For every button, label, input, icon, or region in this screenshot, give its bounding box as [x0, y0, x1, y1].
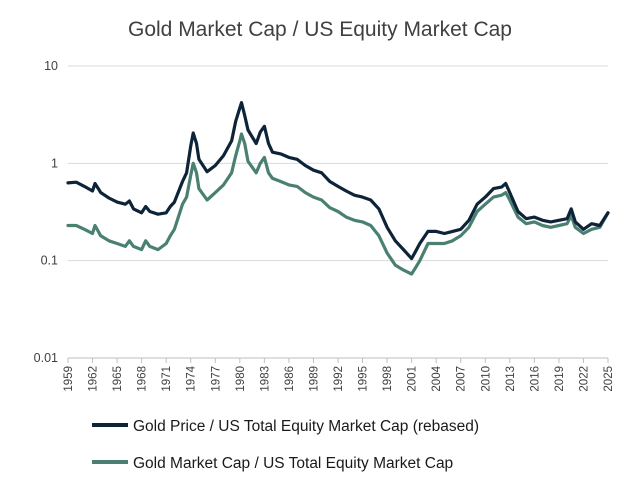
y-axis-tick-labels: 0.01 0.1 1 10	[34, 59, 58, 365]
x-tick-label-1962: 1962	[88, 366, 100, 392]
legend-label-gold-price-ratio: Gold Price / US Total Equity Market Cap …	[133, 418, 479, 435]
x-tick-label-2004: 2004	[431, 365, 443, 391]
x-tick-label-2016: 2016	[529, 366, 541, 392]
x-tick-label-2001: 2001	[407, 366, 419, 392]
x-tick-label-2025: 2025	[603, 366, 615, 392]
y-tick-label-0.1: 0.1	[41, 254, 58, 268]
x-tick-label-2010: 2010	[480, 366, 492, 392]
x-tick-label-1959: 1959	[63, 366, 75, 392]
series-line-gold-market-cap-ratio	[66, 132, 610, 276]
x-tick-label-1998: 1998	[382, 366, 394, 392]
x-tick-label-1974: 1974	[186, 365, 198, 391]
x-tick-label-1986: 1986	[284, 366, 296, 392]
x-tick-label-1989: 1989	[308, 366, 320, 392]
x-tick-label-1980: 1980	[235, 366, 247, 392]
series-line-gold-price-ratio	[66, 101, 610, 261]
x-tick-label-1971: 1971	[161, 366, 173, 392]
y-tick-label-0.01: 0.01	[34, 351, 58, 365]
y-tick-label-10: 10	[44, 59, 58, 73]
x-tick-label-2007: 2007	[456, 366, 468, 392]
series-lines	[66, 101, 610, 276]
x-tick-label-1995: 1995	[358, 366, 370, 392]
x-axis: 1959 1962 1965 1968 1971 1974 1977 1980 1983 1986…	[63, 358, 615, 392]
x-tick-label-2013: 2013	[505, 366, 517, 392]
x-tick-label-1968: 1968	[137, 366, 149, 392]
legend: Gold Price / US Total Equity Market Cap …	[92, 418, 479, 472]
y-tick-label-1: 1	[51, 156, 58, 170]
x-tick-label-2019: 2019	[554, 366, 566, 392]
x-tick-label-1992: 1992	[333, 366, 345, 392]
x-tick-label-2022: 2022	[578, 366, 590, 392]
x-tick-label-1983: 1983	[259, 366, 271, 392]
x-tick-label-1977: 1977	[210, 366, 222, 392]
legend-label-gold-market-cap-ratio: Gold Market Cap / US Total Equity Market…	[133, 455, 453, 472]
chart-title: Gold Market Cap / US Equity Market Cap	[128, 18, 512, 41]
x-tick-label-1965: 1965	[112, 366, 124, 392]
